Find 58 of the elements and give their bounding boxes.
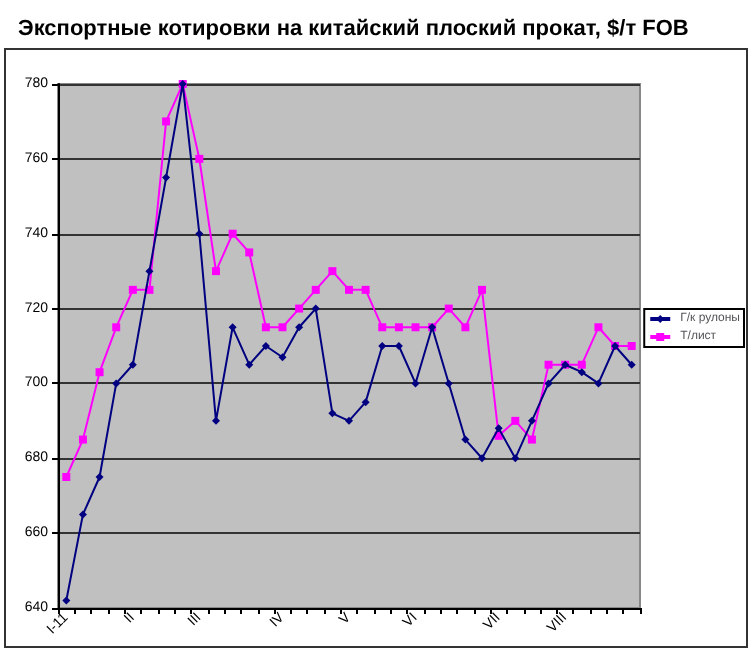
point	[162, 117, 171, 126]
point	[328, 267, 337, 276]
point	[461, 323, 470, 332]
point	[345, 416, 353, 425]
point	[245, 248, 254, 257]
point	[261, 342, 270, 350]
point	[62, 473, 71, 481]
point	[195, 154, 204, 163]
point	[328, 409, 337, 418]
point	[577, 360, 586, 369]
point	[295, 323, 304, 332]
point	[478, 285, 487, 294]
point	[544, 360, 553, 369]
point	[295, 304, 304, 313]
point	[245, 360, 254, 369]
point	[78, 510, 87, 519]
point	[78, 435, 87, 444]
point	[511, 416, 520, 425]
point	[627, 360, 636, 369]
point	[345, 285, 353, 294]
point	[95, 473, 104, 481]
point	[444, 379, 453, 388]
point	[95, 368, 104, 377]
point	[511, 454, 520, 463]
point	[195, 229, 204, 238]
point	[544, 379, 553, 388]
point	[411, 379, 420, 388]
point	[128, 360, 137, 369]
point	[62, 596, 71, 605]
point	[394, 323, 403, 332]
point	[228, 229, 237, 238]
point	[278, 323, 287, 332]
point	[112, 323, 121, 332]
point	[478, 454, 487, 463]
point	[211, 267, 220, 276]
point	[627, 342, 636, 350]
point	[594, 323, 603, 332]
point	[311, 304, 320, 313]
point	[145, 267, 154, 276]
point	[594, 379, 603, 388]
point	[112, 379, 121, 388]
point	[278, 353, 287, 362]
point	[461, 435, 470, 444]
point	[527, 435, 536, 444]
point	[444, 304, 453, 313]
point	[494, 424, 503, 433]
point	[361, 285, 370, 294]
chart-title: Экспортные котировки на китайский плоский прокат, $/т FOB	[18, 17, 689, 41]
point	[378, 342, 387, 350]
point	[162, 173, 171, 182]
point	[261, 323, 270, 332]
point	[577, 368, 586, 377]
point	[311, 285, 320, 294]
point	[128, 285, 137, 294]
point	[527, 416, 536, 425]
point	[361, 398, 370, 407]
point	[411, 323, 420, 332]
point	[378, 323, 387, 332]
